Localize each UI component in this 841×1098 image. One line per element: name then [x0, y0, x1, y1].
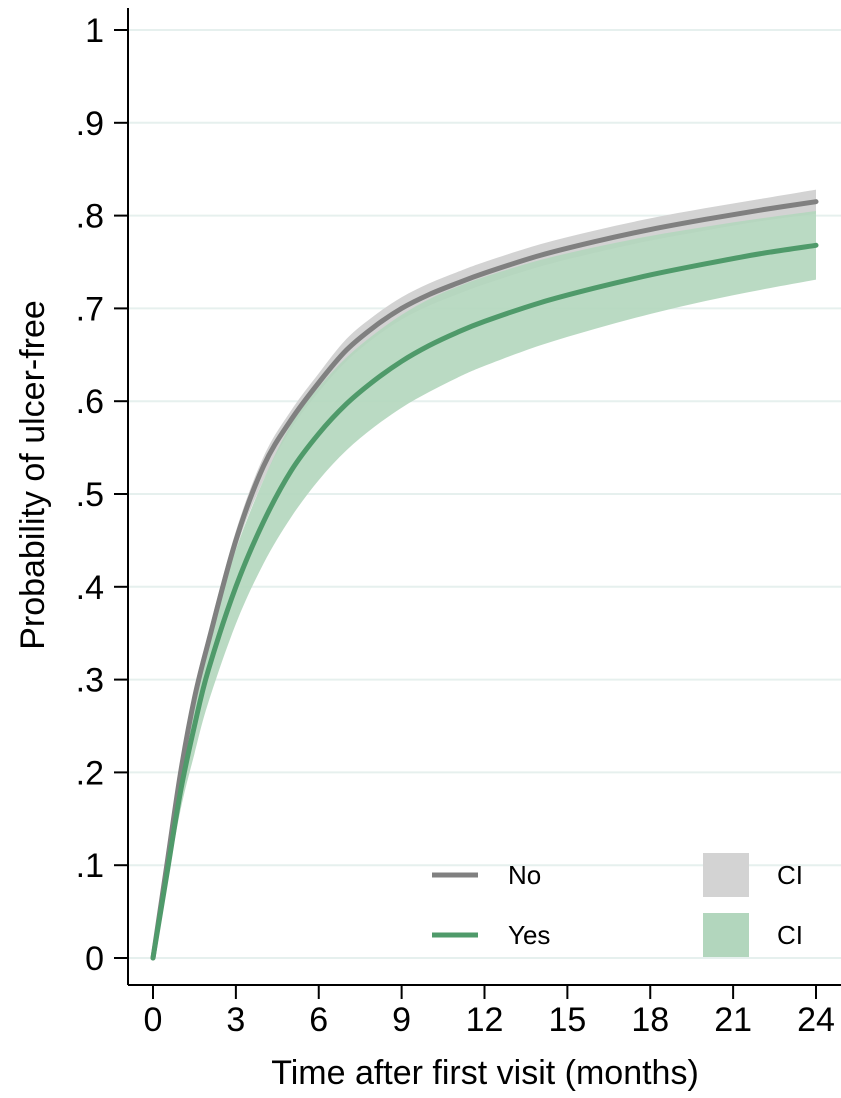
y-tick-label: 0 [85, 940, 104, 978]
y-tick-label: .1 [76, 847, 104, 885]
y-tick-label: .7 [76, 290, 104, 328]
y-tick-label: .9 [76, 105, 104, 143]
y-tick-label: .2 [76, 754, 104, 792]
ci-band-yes [153, 210, 816, 958]
y-axis-title: Probability of ulcer-free [14, 300, 52, 650]
x-tick-label: 15 [548, 1001, 586, 1039]
legend-label-ci-no: CI [777, 860, 803, 890]
confidence-bands [153, 189, 816, 959]
x-tick-label: 3 [226, 1001, 245, 1039]
legend-label-ci-yes: CI [777, 920, 803, 950]
x-tick-label: 9 [392, 1001, 411, 1039]
series-line-no [150, 199, 819, 961]
legend-label-yes: Yes [508, 920, 550, 950]
y-tick-label: 1 [85, 12, 104, 50]
series-lines [150, 199, 819, 961]
x-tick-label: 12 [466, 1001, 504, 1039]
y-tick-label: .5 [76, 476, 104, 514]
y-tick-label: .3 [76, 662, 104, 700]
x-tick-label: 6 [309, 1001, 328, 1039]
x-tick-label: 0 [144, 1001, 163, 1039]
x-axis-title: Time after first visit (months) [271, 1054, 699, 1092]
legend-swatch-ci-yes [703, 913, 749, 957]
legend-swatch-ci-no [703, 853, 749, 897]
y-tick-label: .8 [76, 198, 104, 236]
legend-label-no: No [508, 860, 541, 890]
gridlines [128, 29, 841, 959]
series-line-yes [150, 242, 819, 961]
y-tick-label: .6 [76, 383, 104, 421]
x-tick-label: 18 [631, 1001, 669, 1039]
y-tick-label: .4 [76, 569, 104, 607]
x-tick-label: 24 [797, 1001, 835, 1039]
x-tick-label: 21 [714, 1001, 752, 1039]
legend: No CI Yes CI [432, 853, 803, 957]
axes: 0 .1 .2 .3 .4 .5 .6 .7 .8 .9 1 0 3 6 9 12 15 18 21 24 [76, 8, 841, 1039]
